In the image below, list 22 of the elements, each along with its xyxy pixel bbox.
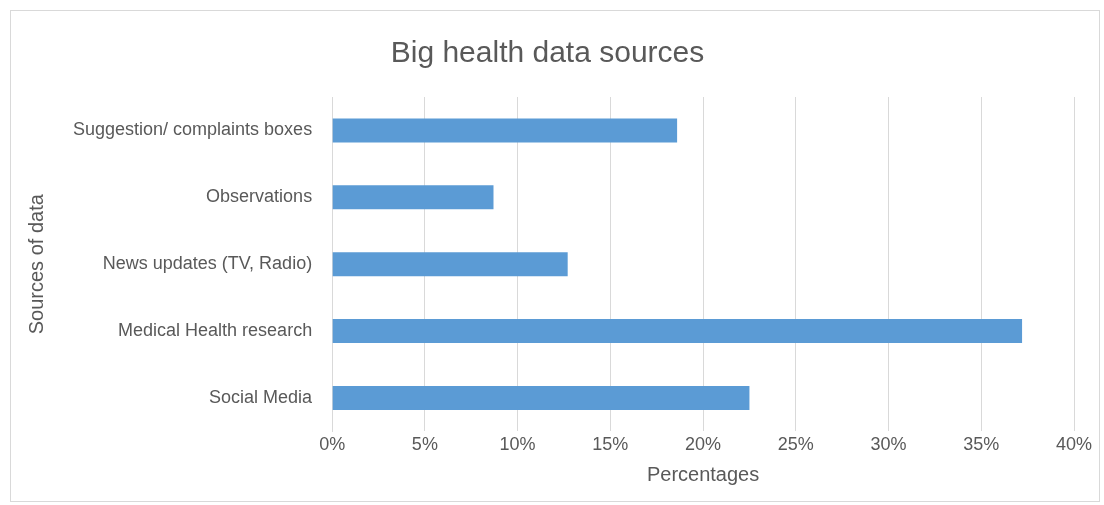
x-tick-label: 35% xyxy=(963,434,1000,455)
y-tick-label: News updates (TV, Radio) xyxy=(102,253,313,274)
chart-title: Big health data sources xyxy=(390,35,705,69)
x-axis-title: Percentages xyxy=(646,462,760,485)
x-tick-label: 20% xyxy=(685,434,722,455)
y-tick-label: Suggestion/ complaints boxes xyxy=(72,119,313,140)
bar xyxy=(332,385,750,410)
y-axis-title: Sources of data xyxy=(24,193,47,335)
x-tick-label: 15% xyxy=(592,434,629,455)
bar xyxy=(332,252,568,277)
bar xyxy=(332,319,1023,344)
y-tick-label: Social Media xyxy=(209,386,314,407)
x-tick-label: 30% xyxy=(870,434,907,455)
y-tick-label: Medical Health research xyxy=(118,320,313,341)
x-tick-label: 40% xyxy=(1055,434,1093,455)
x-tick-label: 5% xyxy=(411,434,438,455)
y-tick-label: Observations xyxy=(206,186,313,207)
bar xyxy=(332,185,494,210)
x-tick-label: 25% xyxy=(777,434,814,455)
x-tick-label: 0% xyxy=(319,434,346,455)
bar xyxy=(332,118,678,143)
x-tick-label: 10% xyxy=(499,434,536,455)
